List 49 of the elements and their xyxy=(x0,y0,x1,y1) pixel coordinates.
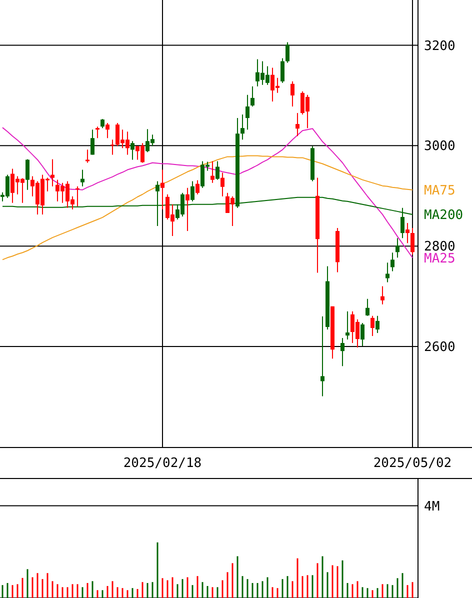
candlestick xyxy=(346,310,350,340)
candlestick xyxy=(160,169,164,210)
x-tick-label: 2025/05/02 xyxy=(373,456,452,471)
candlestick xyxy=(410,228,414,256)
y-tick-label: 3200 xyxy=(424,38,456,54)
series-label: MA200 xyxy=(424,208,464,224)
y-tick-label: 2600 xyxy=(424,340,456,356)
y-tick-label: 3000 xyxy=(424,139,456,154)
candlestick xyxy=(240,114,244,140)
candlestick xyxy=(130,140,134,160)
candlestick xyxy=(370,315,374,337)
candlestick xyxy=(50,158,54,187)
candlestick xyxy=(86,149,90,164)
candlestick xyxy=(286,42,290,64)
candlestick xyxy=(26,158,30,190)
line-series xyxy=(2,127,413,258)
candlestick xyxy=(340,338,344,367)
candlestick xyxy=(210,160,214,184)
candlestick xyxy=(406,222,410,244)
candlestick xyxy=(76,186,80,207)
series-label: MA25 xyxy=(424,252,456,267)
x-tick-label: 2025/02/18 xyxy=(123,456,202,471)
candlestick xyxy=(250,86,254,107)
candlestick xyxy=(280,58,284,84)
candlestick xyxy=(246,94,250,130)
candlestick xyxy=(90,129,94,156)
candlestick xyxy=(196,180,200,195)
line-series xyxy=(2,155,413,260)
candlestick xyxy=(386,262,390,283)
candlestick xyxy=(110,139,114,156)
series-label: MA75 xyxy=(424,183,456,198)
candlestick xyxy=(106,122,110,139)
candlestick xyxy=(96,126,100,139)
candlestick xyxy=(390,252,394,272)
candlestick xyxy=(80,169,84,187)
candlestick xyxy=(320,316,324,397)
candlestick xyxy=(186,187,190,232)
y-tick-label: 4M xyxy=(424,499,440,514)
candlestick xyxy=(220,172,224,197)
candlestick xyxy=(296,112,300,137)
candlestick xyxy=(190,180,194,202)
candlestick xyxy=(366,298,370,316)
candlestick xyxy=(376,315,380,334)
candlestick xyxy=(396,238,400,258)
candlestick xyxy=(360,322,364,347)
candlestick xyxy=(290,80,294,107)
candlestick xyxy=(216,160,220,180)
candlestick xyxy=(380,286,384,305)
candlestick xyxy=(100,118,104,129)
